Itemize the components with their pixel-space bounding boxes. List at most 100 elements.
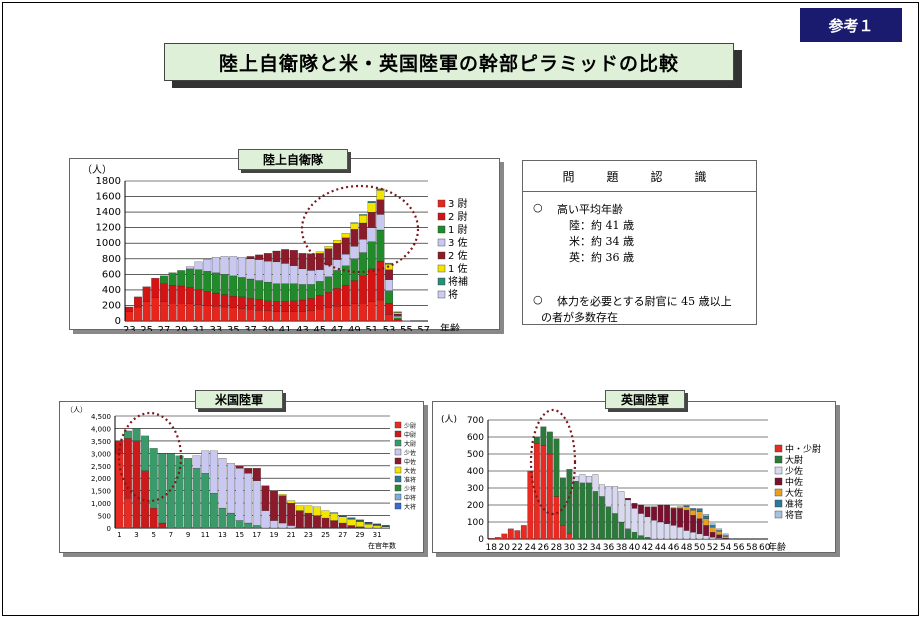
uk-ytick-label: 400 (467, 467, 484, 477)
jgsdf-bar-segment (125, 311, 134, 322)
us-bar-segment (347, 525, 356, 529)
us-bar-segment (201, 450, 210, 474)
us-legend-label: 中佐 (404, 458, 416, 466)
us-bar-segment (123, 498, 132, 529)
jgsdf-bar-segment (255, 309, 264, 322)
us-bar-segment (338, 522, 347, 529)
jgsdf-bar-segment (229, 295, 238, 308)
us-bar-segment (235, 520, 244, 529)
jgsdf-bar-segment (220, 274, 229, 295)
jgsdf-bar-segment (376, 299, 385, 322)
us-bar-segment (356, 526, 364, 529)
jgsdf-bar-segment (341, 237, 350, 255)
uk-legend-swatch (774, 477, 783, 486)
us-bar-segment (252, 480, 261, 526)
jgsdf-bar-segment (289, 250, 298, 266)
uk-legend-swatch (774, 488, 783, 497)
us-legend-label: 少尉 (404, 422, 416, 430)
jgsdf-bar-segment (229, 256, 238, 277)
jgsdf-bar-segment (160, 283, 168, 302)
us-bar-segment (209, 493, 218, 529)
jgsdf-bar-segment (307, 310, 316, 322)
jgsdf-bar-segment (281, 301, 290, 312)
jgsdf-bar-segment (211, 306, 220, 322)
jgsdf-bar-segment (376, 190, 385, 200)
uk-bar-segment (533, 436, 540, 444)
uk-chart: 0 100 200 300 400 500 600 700 18 20 22 24 26 28 30 32 34… (441, 408, 821, 553)
jgsdf-bar-segment (246, 309, 255, 322)
jgsdf-bar-segment (203, 291, 212, 306)
jgsdf-bar-segment (272, 261, 281, 284)
jgsdf-bar-segment (125, 306, 134, 312)
issue-uk-age: 英：約 36 歳 (569, 251, 634, 264)
jgsdf-xtick-label: 35 (227, 325, 240, 331)
jgsdf-bar-segment (185, 266, 194, 270)
jgsdf-bar-segment (376, 260, 385, 301)
reference-badge: 参考１ (800, 8, 902, 42)
uk-chart-title: 英国陸軍 (605, 390, 685, 409)
jgsdf-bar-segment (220, 294, 229, 308)
us-ytick-label: 4,500 (91, 413, 111, 421)
jgsdf-xtick-label: 57 (417, 325, 430, 331)
uk-legend-label: 大佐 (785, 487, 803, 499)
us-xtick-label: 23 (304, 531, 313, 539)
jgsdf-bar-segment (237, 308, 246, 322)
us-legend-label: 中尉 (404, 431, 416, 439)
jgsdf-legend-label: 将 (448, 289, 458, 301)
uk-legend-swatch (774, 466, 783, 475)
us-ytick-label: 2,500 (91, 463, 111, 471)
uk-bar-segment (631, 532, 638, 540)
jgsdf-bar-segment (134, 296, 142, 308)
jgsdf-legend-swatch (437, 199, 446, 208)
jgsdf-bar-segment (350, 222, 359, 230)
jgsdf-bar-segment (393, 319, 402, 322)
jgsdf-highlight-ellipse (300, 184, 420, 274)
uk-bar-segment (709, 523, 716, 526)
uk-highlight-ellipse (529, 408, 577, 516)
jgsdf-bar-segment (376, 199, 385, 215)
jgsdf-bar-segment (134, 306, 142, 322)
uk-bar-segment (696, 533, 703, 540)
uk-bar-segment (657, 504, 664, 523)
jgsdf-bar-segment (350, 229, 359, 247)
jgsdf-bar-segment (185, 268, 194, 288)
us-chart: 0 500 1,000 1,500 2,000 2,500 3,000 3,500 4,000 4… (66, 406, 416, 550)
us-xtick-label: 5 (151, 531, 155, 539)
jgsdf-chart-title: 陸上自衛隊 (238, 149, 348, 170)
us-bar-segment (338, 516, 347, 524)
jgsdf-bar-segment (333, 239, 342, 244)
uk-bar-segment (703, 514, 710, 517)
jgsdf-ytick-label: 1600 (96, 192, 121, 203)
uk-bar-segment (507, 528, 514, 540)
jgsdf-bar-segment (211, 272, 220, 294)
uk-legend-swatch (774, 510, 783, 519)
us-bar-segment (227, 463, 235, 514)
uk-xtick-label: 50 (694, 543, 706, 553)
us-bar-segment (278, 522, 287, 529)
uk-xtick-label: 32 (577, 543, 588, 553)
us-bar-segment (373, 525, 382, 529)
uk-xtick-label: 18 (486, 543, 498, 553)
uk-bar-segment (664, 504, 670, 524)
uk-bar-segment (690, 508, 696, 511)
uk-legend-label: 将官 (785, 509, 803, 521)
uk-bar-segment (618, 521, 625, 540)
jgsdf-legend-label: 2 尉 (448, 210, 468, 223)
us-xtick-label: 19 (270, 531, 279, 539)
uk-bar-segment (696, 518, 703, 535)
uk-bar-segment (625, 528, 631, 540)
uk-bar-segment (722, 533, 729, 536)
jgsdf-xtick-label: 49 (348, 325, 361, 331)
jgsdf-bar-segment (237, 277, 246, 298)
jgsdf-bar-segment (350, 246, 359, 259)
uk-bar-segment (696, 508, 703, 510)
jgsdf-bar-segment (281, 263, 290, 284)
uk-xtick-label: 20 (499, 543, 511, 553)
us-ytick-label: 4,000 (91, 425, 111, 433)
jgsdf-bar-segment (246, 256, 255, 259)
uk-bar-segment (546, 453, 553, 540)
uk-bar-segment (683, 509, 690, 531)
jgsdf-bar-segment (315, 269, 324, 282)
uk-bar-segment (670, 525, 677, 540)
